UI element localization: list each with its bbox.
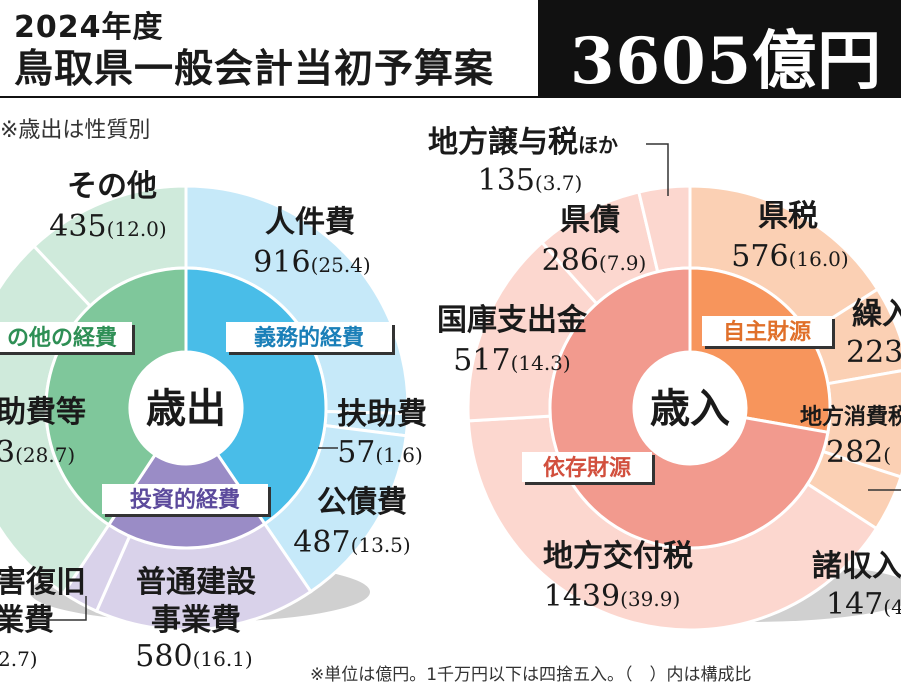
header: 2024年度 鳥取県一般会計当初予算案 [0,0,540,98]
revenue-center [634,352,746,464]
expenditure-center [130,352,242,464]
tag-investment: 投資的経費 [102,484,271,517]
year-title: 2024年度 [14,10,164,45]
label-construction-1: 普通建設 [136,565,256,600]
label-transfer-tax: 地方譲与税ほか [428,125,618,160]
tag-dependent-revenue-box [522,452,652,482]
label-prefectural-tax-value: 576(16.0) [731,239,848,274]
total-amount: 3605億円 [570,24,883,99]
leader-disaster [46,596,87,621]
label-prefectural-bonds: 県債 [560,203,620,238]
label-local-allocation-amount: 1439 [544,579,620,614]
tag-own-revenue: 自主財源 [702,316,835,349]
label-subsidy-amount: 3 [0,435,15,470]
label-prefectural-bonds-share: (7.9) [599,251,646,275]
label-disaster-2: 業費 [0,603,54,638]
label-disaster-share: 2.7) [0,647,38,671]
label-transfer-tax-amount: 135 [478,163,535,198]
revenue-chart: 歳入県税576(16.0)繰入223地方消費税282(諸収入147(4地方交付税… [428,125,901,632]
label-national-treasury-value: 517(14.3) [453,343,570,378]
label-transfer: 繰入 [852,297,901,332]
tag-dependent-revenue-text: 依存財源 [543,455,631,481]
label-subsidy-share: (28.7) [15,443,75,467]
tag-other-expenses: の他の経費 [0,322,135,355]
label-welfare-value: 57(1.6) [337,435,423,470]
label-personnel: 人件費 [265,205,355,240]
label-other-amount: 435 [49,209,106,244]
label-other-value: 435(12.0) [49,209,166,244]
label-disaster-value: 2.7) [0,647,38,671]
tag-obligatory-box [226,322,392,352]
label-consumption-tax: 地方消費税 [800,404,901,430]
label-misc-revenue: 諸収入 [812,549,901,584]
label-prefectural-bonds-amount: 286 [542,243,599,278]
label-debt-share: (13.5) [351,533,411,557]
note-expenditure-type: ※歳出は性質別 [0,118,151,143]
tag-other-expenses-box [0,322,132,352]
label-local-allocation-value: 1439(39.9) [544,579,681,614]
tag-investment-text: 投資的経費 [130,487,240,513]
label-transfer-tax-share: (3.7) [535,171,582,195]
label-welfare-share: (1.6) [375,443,422,467]
label-construction-share: (16.1) [193,647,253,671]
label-national-treasury-amount: 517 [453,343,510,378]
label-construction-amount: 580 [135,639,192,674]
total-box: 3605億円 [538,0,901,99]
label-national-treasury-share: (14.3) [511,351,571,375]
label-subsidy-value: 3(28.7) [0,435,75,470]
tag-dependent-revenue: 依存財源 [522,452,655,485]
label-personnel-share: (25.4) [311,253,371,277]
main-title: 鳥取県一般会計当初予算案 [14,47,495,92]
tag-own-revenue-box [702,316,832,346]
tag-obligatory: 義務的経費 [226,322,395,355]
tag-own-revenue-text: 自主財源 [723,319,811,345]
label-consumption-tax-share: ( [883,443,891,467]
label-other-share: (12.0) [107,217,167,241]
label-misc-revenue-share: (4 [883,595,901,619]
label-prefectural-tax: 県税 [758,199,818,234]
label-personnel-amount: 916 [253,245,310,280]
label-welfare: 扶助費 [337,397,427,432]
label-prefectural-tax-share: (16.0) [789,247,849,271]
label-debt: 公債費 [317,485,407,520]
label-disaster-1: 害復旧 [0,565,86,600]
label-personnel-value: 916(25.4) [253,245,370,280]
tag-investment-box [102,484,268,514]
tag-obligatory-text: 義務的経費 [254,325,364,351]
revenue-center-label: 歳入 [650,386,730,432]
label-national-treasury: 国庫支出金 [437,303,588,338]
label-consumption-tax-value: 282( [826,435,891,470]
label-debt-amount: 487 [293,525,350,560]
title-rule [0,96,540,98]
label-other: その他 [67,169,157,204]
label-transfer-tax-value: 135(3.7) [478,163,583,198]
label-construction-value: 580(16.1) [135,639,252,674]
label-debt-value: 487(13.5) [293,525,410,560]
label-local-allocation: 地方交付税 [543,539,693,574]
label-transfer-value: 223 [846,335,901,370]
label-construction-2: 事業費 [151,603,241,638]
label-local-allocation-share: (39.9) [620,587,680,611]
label-prefectural-tax-amount: 576 [731,239,788,274]
label-transfer-tax-small: ほか [578,133,618,157]
tag-other-expenses-text: の他の経費 [7,325,117,351]
expenditure-center-label: 歳出 [146,386,226,432]
label-consumption-tax-amount: 282 [826,435,883,470]
label-misc-revenue-amount: 147 [826,587,883,622]
label-prefectural-bonds-value: 286(7.9) [542,243,647,278]
leader-transfer-tax [646,143,669,196]
label-misc-revenue-value: 147(4 [826,587,901,622]
label-subsidy: 助費等 [0,395,86,430]
label-transfer-amount: 223 [846,335,901,370]
label-welfare-amount: 57 [337,435,375,470]
